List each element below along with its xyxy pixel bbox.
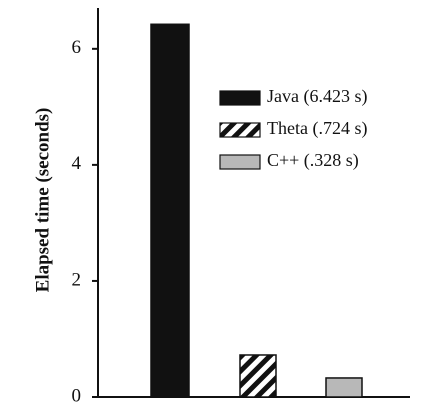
legend: Java (6.423 s) Theta (.724 s) C++ (.328 s) [219,86,367,171]
y-tick-label: 4 [72,153,82,174]
bars [150,23,363,398]
legend-swatch-theta [219,122,261,138]
y-tick-label: 2 [72,269,82,290]
legend-label-java: Java (6.423 s) [267,86,367,107]
bar-theta [239,354,277,398]
legend-swatch-java [219,90,261,106]
y-tick-label: 0 [72,385,82,402]
legend-label-cpp: C++ (.328 s) [267,150,359,171]
bar-cpp [325,377,363,398]
y-axis-title: Elapsed time (seconds) [32,108,53,293]
axes [97,8,410,398]
legend-swatch-cpp [219,154,261,170]
y-tick-label: 6 [72,37,82,58]
legend-label-theta: Theta (.724 s) [267,118,367,139]
y-ticks: 0 2 4 6 [72,37,98,402]
bar-java [150,23,190,398]
